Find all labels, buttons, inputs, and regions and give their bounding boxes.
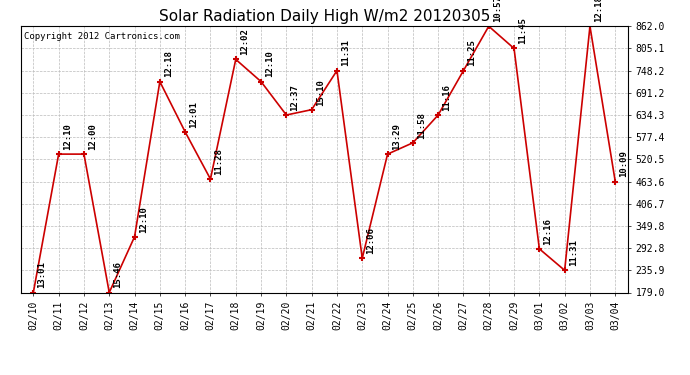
Text: 12:06: 12:06 (366, 227, 375, 254)
Text: 11:45: 11:45 (518, 17, 527, 44)
Title: Solar Radiation Daily High W/m2 20120305: Solar Radiation Daily High W/m2 20120305 (159, 9, 490, 24)
Text: 11:16: 11:16 (442, 84, 451, 111)
Text: 12:18: 12:18 (594, 0, 603, 22)
Text: 13:29: 13:29 (392, 123, 401, 150)
Text: 12:10: 12:10 (63, 123, 72, 150)
Text: 13:01: 13:01 (37, 261, 46, 288)
Text: 11:31: 11:31 (341, 40, 350, 66)
Text: 11:25: 11:25 (468, 40, 477, 66)
Text: 12:37: 12:37 (290, 84, 299, 111)
Text: 12:10: 12:10 (265, 51, 274, 78)
Text: 10:57: 10:57 (493, 0, 502, 22)
Text: 15:10: 15:10 (316, 79, 325, 105)
Text: 12:10: 12:10 (139, 206, 148, 232)
Text: 10:09: 10:09 (620, 150, 629, 177)
Text: 12:00: 12:00 (88, 123, 97, 150)
Text: 11:31: 11:31 (569, 239, 578, 266)
Text: Copyright 2012 Cartronics.com: Copyright 2012 Cartronics.com (23, 32, 179, 40)
Text: 12:16: 12:16 (544, 218, 553, 244)
Text: 11:28: 11:28 (215, 148, 224, 175)
Text: 15:46: 15:46 (113, 261, 122, 288)
Text: 11:58: 11:58 (417, 112, 426, 139)
Text: 12:02: 12:02 (240, 28, 249, 55)
Text: 12:01: 12:01 (189, 101, 198, 128)
Text: 12:18: 12:18 (164, 51, 173, 78)
